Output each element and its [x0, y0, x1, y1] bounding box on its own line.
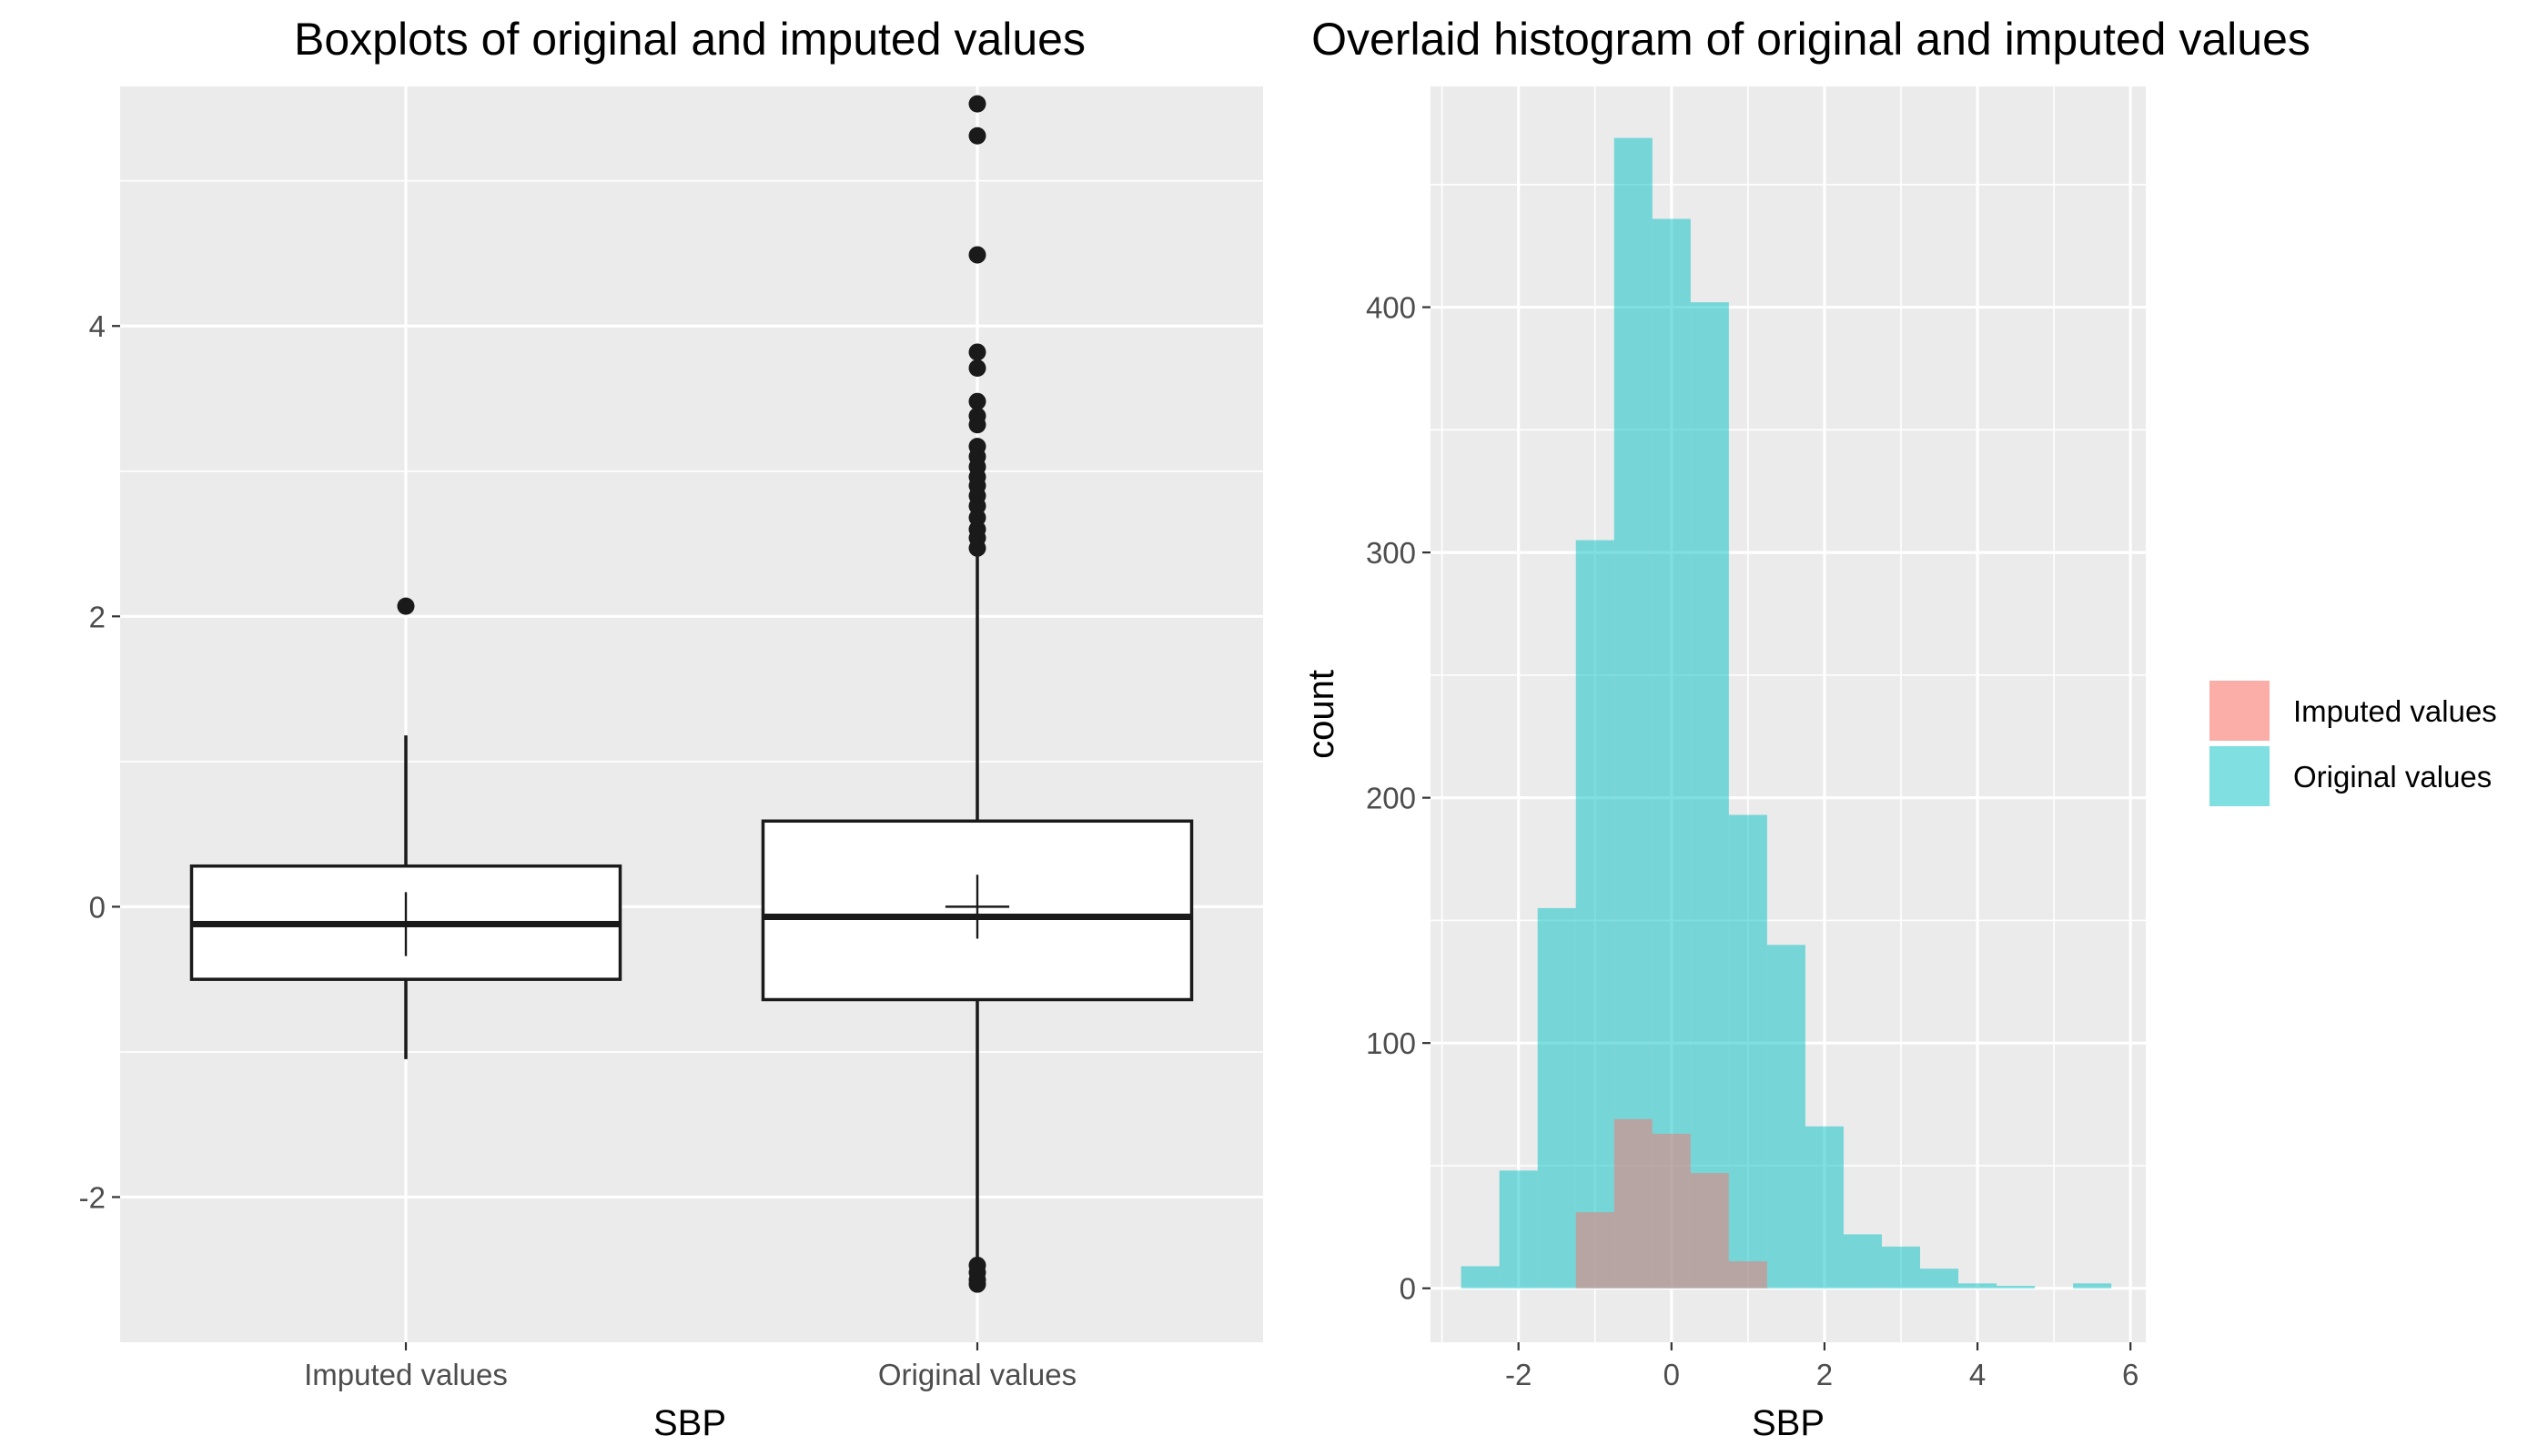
boxplot-outlier-point	[968, 392, 986, 410]
histogram-bar-original-values	[1881, 1246, 1921, 1289]
histogram-x-axis: -2 0 2 4 6	[1505, 1342, 2138, 1391]
boxplot-outlier-point	[968, 126, 986, 145]
histogram-bar-original-values	[1920, 1269, 1959, 1289]
boxplot-outlier-point	[968, 343, 986, 361]
boxplot-y-tick-label: -2	[79, 1180, 106, 1214]
histogram-bar-original-values	[1958, 1283, 1997, 1289]
histogram-bar-original-values	[1461, 1266, 1500, 1289]
histogram-y-axis: 0 100 200 300 400	[1366, 291, 1431, 1306]
boxplot-chart: Boxplots of original and imputed values …	[79, 14, 1263, 1443]
histogram-bar-original-values	[1613, 137, 1653, 1289]
histogram-x-tick-label: 2	[1816, 1358, 1833, 1391]
histogram-bars	[1461, 137, 2112, 1289]
histogram-bar-original-values	[1537, 907, 1576, 1289]
histogram-bar-original-values	[1499, 1170, 1538, 1289]
boxplot-outlier-point	[397, 597, 415, 615]
boxplot-outlier-point	[968, 1275, 986, 1293]
boxplot-outlier-point	[968, 539, 986, 557]
boxplot-outlier-point	[968, 95, 986, 113]
histogram-y-tick-label: 400	[1366, 291, 1416, 325]
boxplot-minor-gridlines	[120, 179, 1263, 1053]
histogram-x-tick-label: 4	[1969, 1358, 1986, 1391]
legend-key-imputed	[2209, 681, 2270, 741]
histogram-bar-original-values	[1805, 1126, 1844, 1289]
histogram-bar-original-values	[1766, 945, 1805, 1289]
histogram-x-tick-label: 6	[2122, 1358, 2138, 1391]
histogram-x-tick-label: 0	[1663, 1358, 1680, 1391]
histogram-bar-original-values	[1690, 302, 1729, 1289]
histogram-bar-imputed-values	[1728, 1261, 1767, 1289]
boxplot-panel-background	[120, 86, 1263, 1342]
boxplot-y-tick-label: 4	[89, 309, 106, 343]
histogram-bar-imputed-values	[1652, 1133, 1691, 1289]
boxplot-x-tick-label: Original values	[878, 1358, 1077, 1391]
boxplot-y-axis: -2 0 2 4	[79, 309, 120, 1214]
histogram-bar-imputed-values	[1690, 1173, 1729, 1289]
histogram-y-tick-label: 100	[1366, 1026, 1416, 1060]
legend-label-original: Original values	[2293, 760, 2492, 794]
histogram-bar-original-values	[1843, 1234, 1882, 1289]
histogram-y-tick-label: 200	[1366, 782, 1416, 815]
histogram-y-axis-title: count	[1301, 670, 1341, 759]
boxplot-y-tick-label: 0	[89, 890, 106, 924]
histogram-bar-original-values	[2073, 1283, 2112, 1289]
histogram-legend: Imputed values Original values	[2209, 681, 2497, 806]
boxplot-x-axis: Imputed values Original values	[304, 1342, 1077, 1391]
boxplot-title: Boxplots of original and imputed values	[294, 14, 1086, 65]
histogram-title: Overlaid histogram of original and imput…	[1311, 14, 2310, 65]
histogram-bar-original-values	[1997, 1286, 2036, 1289]
boxplot-x-axis-title: SBP	[653, 1403, 726, 1443]
histogram-bar-original-values	[1575, 540, 1614, 1289]
boxplot-group	[761, 95, 1194, 1293]
boxplot-boxes	[189, 95, 1194, 1293]
histogram-chart: Overlaid histogram of original and imput…	[1301, 14, 2310, 1443]
legend-key-original	[2209, 746, 2270, 806]
legend-label-imputed: Imputed values	[2293, 694, 2497, 728]
histogram-y-tick-label: 0	[1400, 1272, 1416, 1306]
histogram-bar-imputed-values	[1613, 1118, 1653, 1289]
histogram-x-tick-label: -2	[1505, 1358, 1532, 1391]
boxplot-group	[189, 597, 622, 1059]
histogram-bar-original-values	[1652, 218, 1691, 1289]
boxplot-x-tick-label: Imputed values	[304, 1358, 508, 1391]
boxplot-outlier-point	[968, 359, 986, 378]
histogram-x-axis-title: SBP	[1752, 1403, 1825, 1443]
histogram-y-tick-label: 300	[1366, 536, 1416, 570]
boxplot-y-tick-label: 2	[89, 600, 106, 633]
boxplot-outlier-point	[968, 416, 986, 434]
histogram-bar-original-values	[1728, 814, 1767, 1289]
histogram-bar-imputed-values	[1575, 1212, 1614, 1289]
boxplot-outlier-point	[968, 246, 986, 264]
